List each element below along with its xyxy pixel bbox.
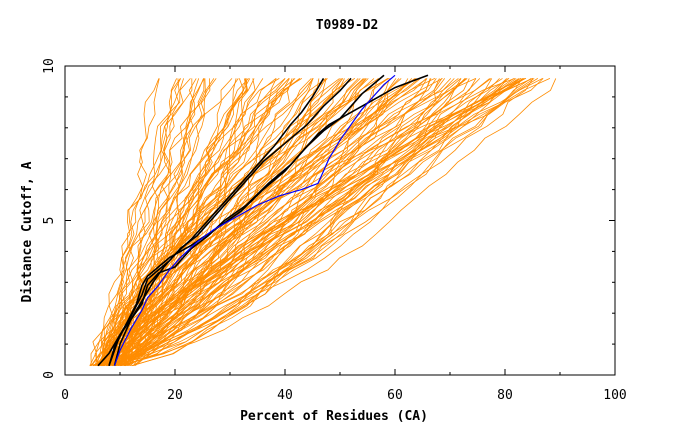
model-curve: [121, 78, 539, 367]
model-curve: [102, 78, 534, 367]
y-axis-label: Distance Cutoff, A: [20, 161, 35, 302]
highlighted-curves: [97, 74, 429, 367]
model-curve: [117, 78, 533, 366]
model-curve: [117, 78, 532, 367]
x-tick-label: 0: [61, 388, 69, 403]
model-curve: [97, 78, 239, 366]
model-curve: [119, 78, 533, 366]
model-curve: [131, 78, 440, 367]
model-curve: [107, 78, 452, 367]
model-curve: [105, 78, 535, 366]
model-curve: [120, 78, 247, 367]
black-series-line-2: [113, 77, 325, 366]
model-curve: [133, 78, 544, 367]
model-curve: [124, 78, 443, 366]
model-curve: [119, 78, 397, 367]
model-curve: [96, 78, 375, 366]
model-curve: [102, 78, 160, 366]
model-curve: [98, 78, 197, 367]
model-curve: [90, 78, 515, 366]
x-tick-label: 80: [497, 388, 513, 403]
x-axis-ticks: 0 20 40 60 80 100: [61, 66, 627, 403]
model-curve: [95, 78, 551, 366]
x-tick-label: 60: [387, 388, 403, 403]
x-tick-label: 100: [603, 388, 626, 403]
y-axis-ticks: 0 5 10: [42, 58, 615, 379]
model-curve: [97, 78, 503, 367]
model-curve: [101, 78, 390, 366]
model-curve: [123, 78, 525, 366]
black-series-line-4: [97, 74, 385, 367]
model-curve: [106, 78, 557, 367]
model-curve: [115, 78, 277, 366]
model-curve: [116, 78, 280, 366]
model-curve: [128, 78, 492, 366]
y-tick-label: 5: [42, 217, 57, 225]
y-tick-label: 10: [42, 58, 57, 74]
model-curve: [92, 78, 193, 366]
background-curves: [89, 78, 557, 367]
model-curve: [101, 78, 443, 366]
model-curve: [103, 78, 490, 367]
model-curve: [98, 78, 520, 367]
model-curve: [110, 78, 428, 366]
y-tick-label: 0: [42, 371, 57, 379]
model-curve: [108, 78, 510, 366]
model-curve: [124, 78, 517, 367]
x-tick-label: 40: [277, 388, 293, 403]
model-curve: [119, 78, 507, 366]
model-curve: [103, 78, 526, 366]
model-curve: [95, 78, 389, 366]
x-axis-label: Percent of Residues (CA): [240, 409, 428, 424]
model-curve: [101, 78, 356, 366]
chart-title: T0989-D2: [316, 18, 379, 33]
x-tick-label: 20: [167, 388, 183, 403]
model-curve: [99, 78, 521, 366]
model-curve: [90, 78, 543, 366]
blue-series-line: [113, 74, 396, 366]
